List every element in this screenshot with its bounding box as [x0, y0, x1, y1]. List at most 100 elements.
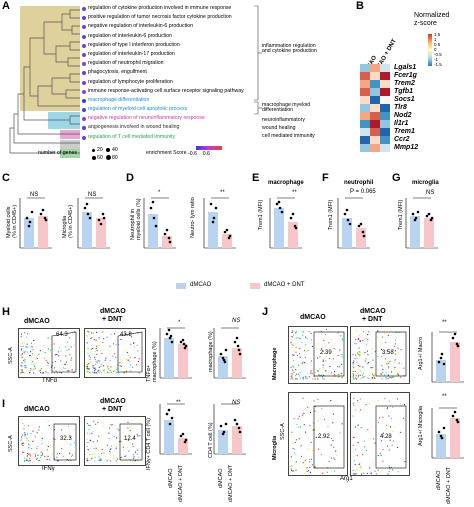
flow-event: [113, 457, 115, 459]
data-point: [170, 416, 174, 420]
flow-event: [380, 440, 382, 442]
flow-event: [359, 340, 361, 342]
flow-event: [341, 354, 343, 356]
flow-event: [92, 365, 94, 367]
flow-event: [371, 374, 374, 376]
flow-gate: [375, 331, 407, 377]
flow-event: [341, 363, 343, 365]
data-point: [238, 430, 242, 434]
flow-event: [132, 458, 135, 460]
data-point: [345, 208, 349, 212]
i-cond2: + DNT: [102, 406, 123, 413]
heatmap-gene-label: Fcer1g: [394, 72, 417, 79]
flow-event: [38, 369, 40, 372]
heatmap-legend-title: Normalized z-score: [414, 12, 450, 28]
flow-event: [308, 376, 310, 378]
go-term-row: positive regulation of tumor necrosis fa…: [82, 14, 262, 23]
flow-event: [295, 461, 298, 463]
flow-event: [69, 444, 71, 446]
flow-event: [367, 354, 369, 356]
flow-event: [372, 359, 374, 361]
bar-dmcao: [164, 338, 174, 378]
flow-event: [112, 343, 115, 345]
h-flow-dots: [20, 330, 143, 374]
flow-event: [105, 357, 107, 359]
flow-event: [327, 426, 329, 428]
flow-event: [41, 437, 43, 439]
flow-event: [334, 458, 336, 460]
flow-event: [368, 331, 370, 333]
data-point: [289, 216, 293, 220]
flow-event: [97, 449, 100, 451]
flow-event: [127, 427, 129, 429]
flow-event: [305, 336, 307, 338]
flow-event: [387, 377, 389, 380]
flow-event: [363, 440, 365, 442]
flow-event: [24, 433, 26, 436]
flow-event: [49, 349, 51, 351]
flow-event: [114, 333, 116, 335]
heatmap-cell: [370, 64, 380, 72]
flow-event: [314, 378, 316, 380]
bar-dnt: [424, 218, 434, 248]
flow-event: [137, 460, 139, 462]
flow-event: [359, 463, 361, 465]
data-point: [439, 434, 443, 438]
flow-event: [57, 460, 59, 462]
e-sig: **: [292, 190, 297, 196]
flow-event: [92, 347, 94, 350]
flow-event: [24, 366, 26, 368]
flow-event: [335, 450, 337, 452]
flow-event: [92, 346, 94, 348]
flow-event: [377, 355, 379, 357]
flow-event: [307, 373, 309, 375]
flow-event: [124, 350, 126, 352]
flow-event: [352, 473, 354, 475]
flow-event: [373, 375, 375, 377]
flow-event: [100, 364, 102, 366]
flow-event: [30, 368, 32, 370]
flow-event: [57, 453, 59, 455]
data-point: [238, 352, 242, 356]
heatmap-gene-label: Mmp12: [394, 144, 419, 151]
j-bar1-ylabel: Arg1+/ Macro: [418, 336, 424, 370]
i-bar-plots: [159, 403, 246, 455]
flow-event: [358, 364, 360, 367]
flow-event: [129, 427, 131, 430]
flow-event: [47, 337, 49, 339]
flow-event: [310, 441, 312, 443]
data-point: [219, 424, 223, 428]
flow-event: [20, 348, 23, 350]
flow-event: [301, 362, 303, 364]
flow-event: [64, 367, 66, 370]
flow-event: [138, 456, 140, 458]
flow-event: [101, 453, 103, 455]
data-point: [453, 410, 457, 414]
data-point: [430, 216, 434, 220]
flow-event: [380, 471, 382, 473]
flow-event: [298, 353, 300, 355]
data-point: [227, 236, 231, 240]
data-point: [456, 420, 460, 424]
data-point: [39, 212, 43, 216]
data-point: [167, 328, 171, 332]
flow-event: [341, 338, 343, 340]
flow-event: [96, 362, 98, 364]
flow-event: [65, 355, 67, 357]
flow-event: [332, 422, 334, 424]
data-point: [440, 436, 444, 440]
flow-event: [45, 445, 47, 447]
heatmap-cell: [370, 104, 380, 112]
j-cond1: dMCAO: [300, 314, 326, 321]
flow-event: [315, 436, 317, 439]
data-point: [223, 360, 227, 364]
flow-event: [29, 460, 31, 462]
data-point: [291, 212, 295, 216]
panel-a-dendrogram: [9, 6, 80, 158]
genes-dot-40: [106, 148, 110, 152]
flow-event: [304, 362, 306, 364]
go-term-row: immune response-activating cell surface …: [82, 88, 262, 97]
flow-event: [100, 365, 102, 367]
data-point: [101, 212, 105, 216]
flow-event: [97, 360, 99, 362]
